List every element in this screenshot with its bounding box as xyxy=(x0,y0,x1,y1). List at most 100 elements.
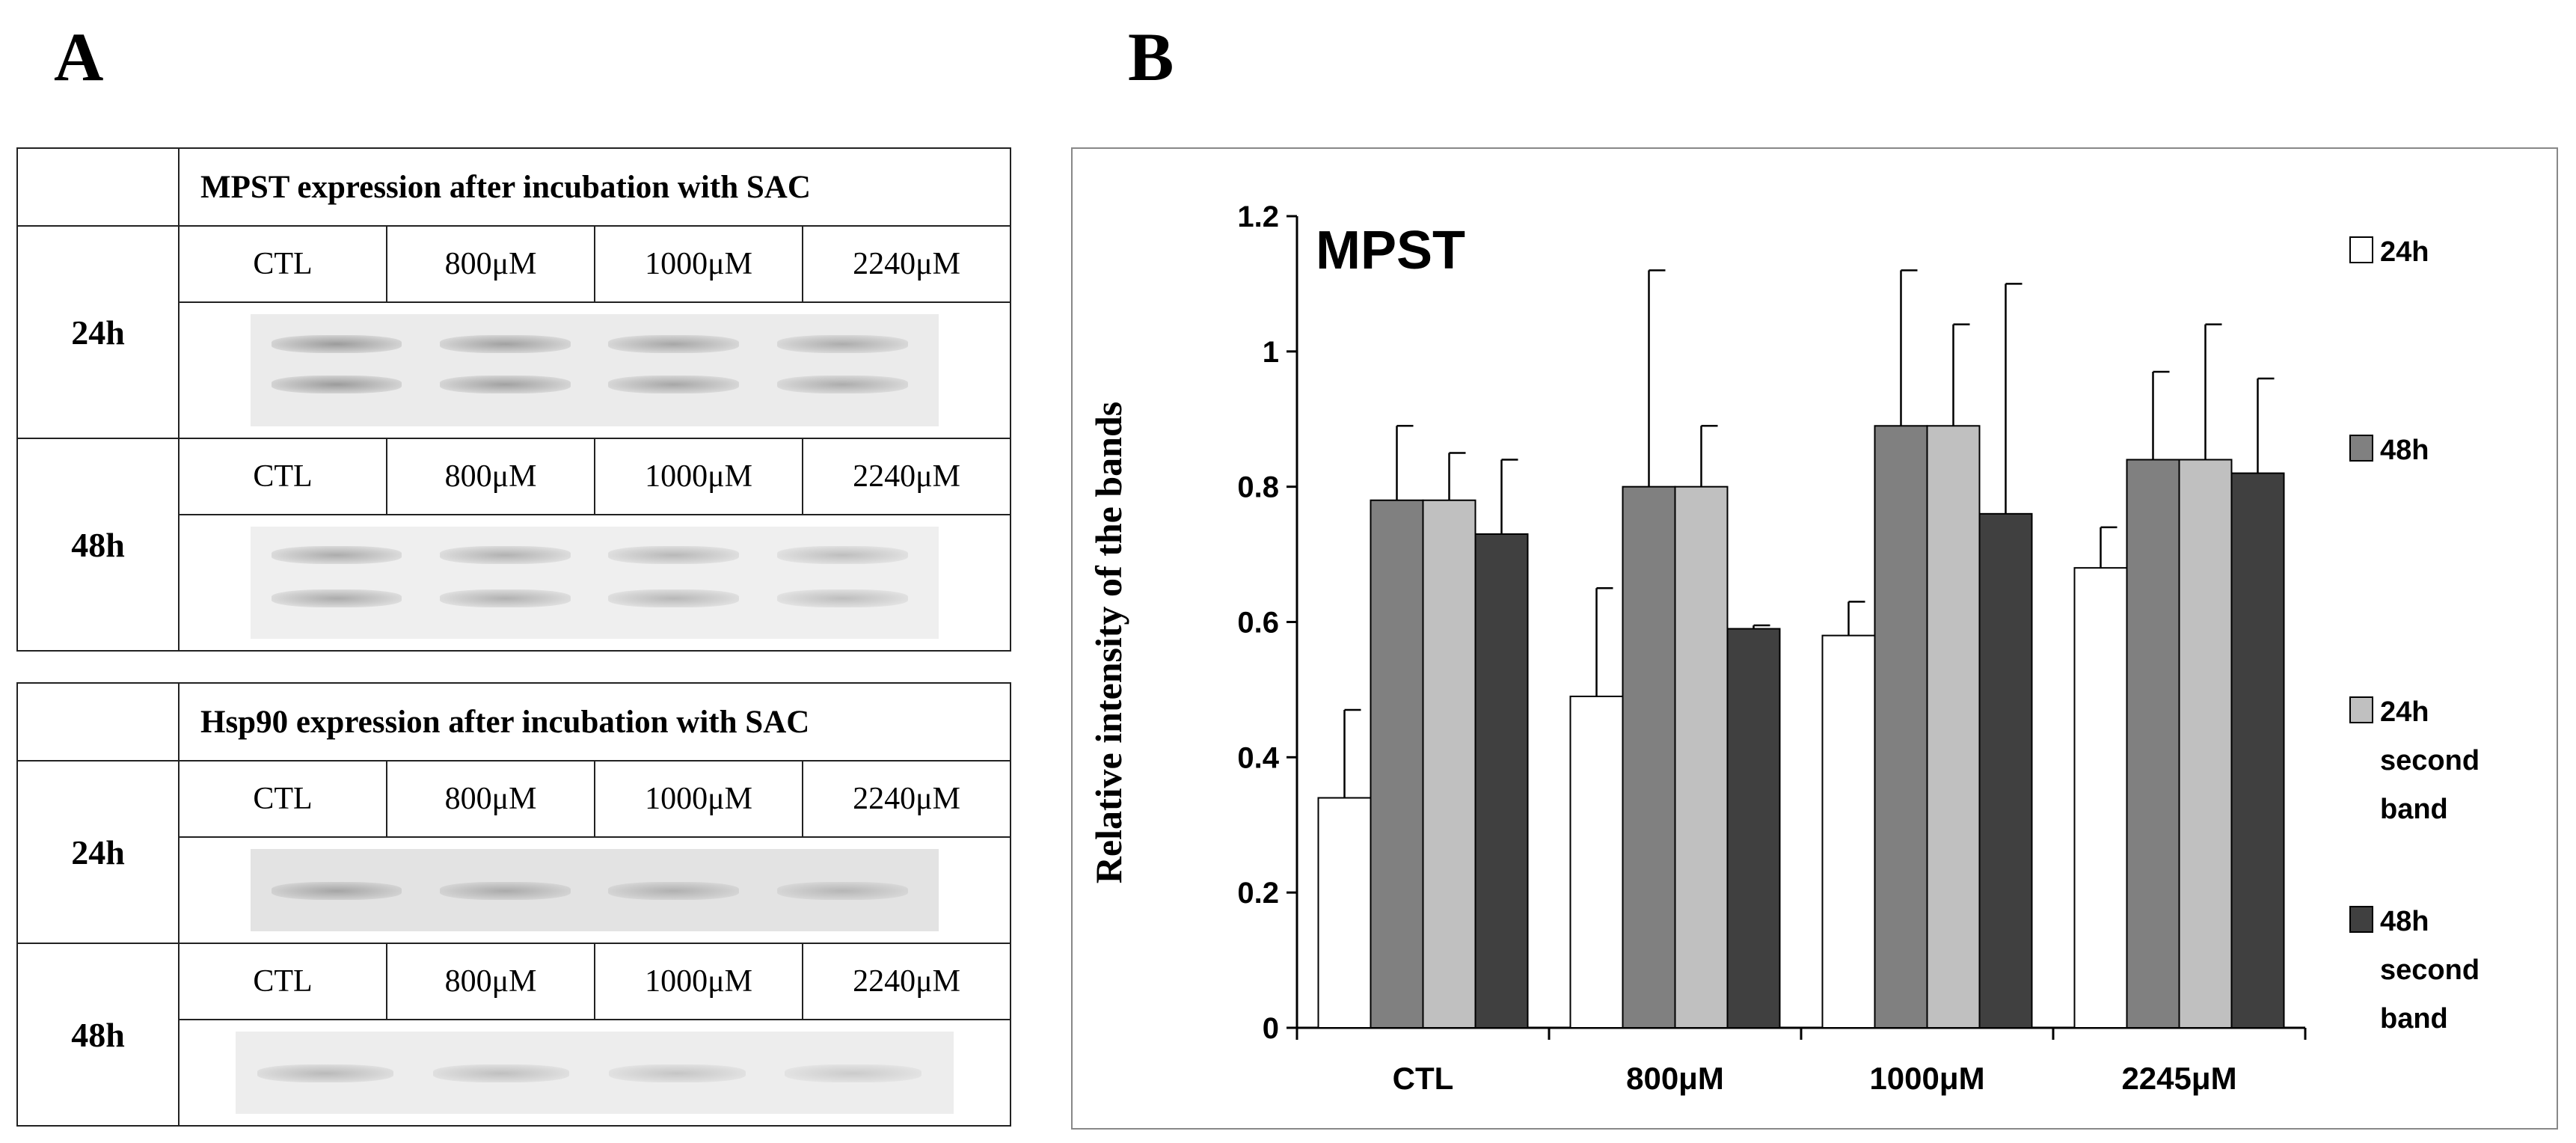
y-tick-label: 0.6 xyxy=(1237,607,1279,640)
blot-image xyxy=(236,1032,954,1114)
lane-label: 1000μM xyxy=(594,438,803,515)
blot-band xyxy=(776,335,908,353)
legend-swatch xyxy=(2349,236,2373,263)
x-tick-label: 2245μM xyxy=(2121,1061,2236,1096)
lane-label: CTL xyxy=(178,225,387,303)
bar-chart: Relative intensity of the bands MPST 0 0.… xyxy=(1088,200,2480,1096)
blot-image xyxy=(251,527,939,639)
blot-band xyxy=(776,882,908,900)
blot-band xyxy=(608,589,740,607)
legend-label: second xyxy=(2380,954,2480,986)
lane-label: CTL xyxy=(178,943,387,1020)
blot-band xyxy=(608,546,740,564)
hsp90-time-24h: 24h xyxy=(16,760,180,944)
blot-band xyxy=(608,882,740,900)
lane-label: 2240μM xyxy=(802,943,1011,1020)
bar xyxy=(1422,499,1476,1029)
table-corner-cell xyxy=(16,682,180,762)
blot-band xyxy=(271,589,402,607)
bar xyxy=(1926,425,1981,1029)
mpst-24h-blot-cell xyxy=(178,301,1011,439)
mpst-table-title: MPST expression after incubation with SA… xyxy=(178,147,1011,227)
hsp90-24h-blot-cell xyxy=(178,836,1011,944)
blot-band xyxy=(776,376,908,393)
blot-band xyxy=(257,1064,394,1082)
y-axis-label: Relative intensity of the bands xyxy=(1088,402,1129,883)
lane-label: 1000μM xyxy=(594,760,803,838)
lane-label: 800μM xyxy=(386,760,595,838)
legend-label: 48h xyxy=(2380,906,2429,937)
blot-image xyxy=(251,849,939,931)
blot-band xyxy=(440,376,571,393)
lane-label: 800μM xyxy=(386,943,595,1020)
legend-swatch xyxy=(2349,696,2373,723)
legend-label: 48h xyxy=(2380,435,2429,466)
lane-label: 1000μM xyxy=(594,225,803,303)
blot-band xyxy=(433,1064,570,1082)
legend-label: band xyxy=(2380,794,2448,825)
lane-label: 2240μM xyxy=(802,438,1011,515)
bar xyxy=(1569,695,1624,1029)
blot-band xyxy=(271,882,402,900)
blot-band xyxy=(440,335,571,353)
legend-label: 24h xyxy=(2380,696,2429,728)
blot-image xyxy=(251,314,939,426)
y-tick-label: 1 xyxy=(1263,336,1279,369)
bar xyxy=(2230,472,2285,1029)
mpst-time-48h: 48h xyxy=(16,438,180,652)
y-tick-label: 0.8 xyxy=(1237,471,1279,504)
mpst-time-24h: 24h xyxy=(16,225,180,439)
hsp90-time-48h: 48h xyxy=(16,943,180,1127)
lane-label: 1000μM xyxy=(594,943,803,1020)
blot-band xyxy=(440,882,571,900)
mpst-48h-blot-cell xyxy=(178,514,1011,652)
blot-band xyxy=(608,335,740,353)
blot-band xyxy=(271,376,402,393)
blot-band xyxy=(776,546,908,564)
lane-label: 800μM xyxy=(386,225,595,303)
lane-label: 800μM xyxy=(386,438,595,515)
lane-label: 2240μM xyxy=(802,225,1011,303)
bar xyxy=(1674,485,1729,1029)
legend-label: 24h xyxy=(2380,236,2429,268)
table-corner-cell xyxy=(16,147,180,227)
panel-a-letter: A xyxy=(54,19,104,95)
lane-label: CTL xyxy=(178,760,387,838)
bar xyxy=(1726,628,1781,1029)
x-tick-label: 800μM xyxy=(1626,1061,1724,1096)
blot-band xyxy=(609,1064,746,1082)
bar xyxy=(1978,512,2033,1029)
legend-swatch xyxy=(2349,906,2373,933)
bar xyxy=(1821,634,1876,1029)
y-tick-label: 0.4 xyxy=(1237,741,1279,774)
mpst-blot-table: MPST expression after incubation with SA… xyxy=(16,147,1011,652)
blot-band xyxy=(440,546,571,564)
panel-b-letter: B xyxy=(1128,19,1174,95)
bar xyxy=(1474,533,1529,1029)
blot-band xyxy=(785,1064,921,1082)
blot-band xyxy=(608,376,740,393)
y-tick-label: 0 xyxy=(1263,1012,1279,1045)
legend-swatch xyxy=(2349,435,2373,462)
bar xyxy=(2178,459,2233,1029)
bar xyxy=(2073,567,2128,1029)
bar xyxy=(2126,459,2180,1029)
chart-frame: Relative intensity of the bands MPST 0 0.… xyxy=(1071,147,2558,1130)
blot-band xyxy=(440,589,571,607)
hsp90-table-title: Hsp90 expression after incubation with S… xyxy=(178,682,1011,762)
lane-label: CTL xyxy=(178,438,387,515)
x-tick-label: CTL xyxy=(1393,1061,1454,1096)
legend-label: band xyxy=(2380,1003,2448,1035)
legend-label: second xyxy=(2380,745,2480,776)
bar xyxy=(1622,485,1676,1029)
bar xyxy=(1317,797,1372,1029)
y-tick-label: 1.2 xyxy=(1237,200,1279,233)
x-tick-label: 1000μM xyxy=(1869,1061,1984,1096)
bar xyxy=(1874,425,1928,1029)
hsp90-48h-blot-cell xyxy=(178,1019,1011,1127)
blot-band xyxy=(271,335,402,353)
hsp90-blot-table: Hsp90 expression after incubation with S… xyxy=(16,682,1011,1127)
chart-title: MPST xyxy=(1316,221,1465,281)
blot-band xyxy=(776,589,908,607)
y-tick-label: 0.2 xyxy=(1237,877,1279,910)
